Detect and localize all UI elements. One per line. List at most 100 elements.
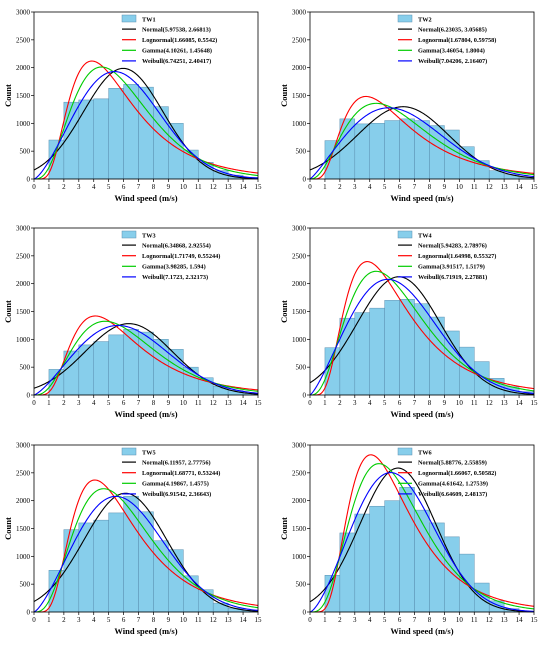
y-tick-label: 0 xyxy=(27,176,31,184)
legend-swatch-bars xyxy=(121,447,137,456)
x-tick-label: 2 xyxy=(338,616,342,624)
y-tick-label: 2000 xyxy=(292,497,307,505)
y-tick-label: 1500 xyxy=(16,525,31,533)
legend: TW2 Normal(6.23035, 3.05685) Lognormal(1.6… xyxy=(397,14,496,65)
legend-label-weibull: Weibull(6.71919, 2.27881) xyxy=(418,274,487,281)
x-tick-label: 10 xyxy=(456,183,464,191)
legend-label-weibull: Weibull(7.04206, 2.16407) xyxy=(418,58,487,65)
legend-label-normal: Normal(6.23035, 3.05685) xyxy=(418,26,487,33)
x-tick-label: 9 xyxy=(443,399,447,407)
x-tick-label: 2 xyxy=(338,183,342,191)
histogram-bar xyxy=(369,123,385,180)
x-tick-label: 4 xyxy=(92,399,96,407)
x-tick-label: 3 xyxy=(77,616,81,624)
fit-curves xyxy=(33,479,259,613)
x-tick-label: 13 xyxy=(501,399,509,407)
x-tick-label: 8 xyxy=(152,399,156,407)
legend-label-gamma: Gamma(4.10261, 1.45648) xyxy=(142,48,212,55)
x-tick-label: 2 xyxy=(62,183,66,191)
fit-curve-weibull xyxy=(309,107,535,180)
x-tick-label: 1 xyxy=(323,616,327,624)
x-tick-label: 11 xyxy=(471,616,478,624)
x-tick-label: 15 xyxy=(531,399,539,407)
x-tick-label: 0 xyxy=(32,399,36,407)
x-tick-label: 3 xyxy=(77,183,81,191)
x-tick-label: 14 xyxy=(240,183,248,191)
x-tick-label: 2 xyxy=(62,399,66,407)
histogram-bar xyxy=(78,99,94,180)
x-tick-label: 5 xyxy=(383,616,387,624)
fit-curve-lognormal xyxy=(310,454,535,613)
histogram-bar xyxy=(63,350,80,396)
y-tick-label: 0 xyxy=(27,392,31,400)
y-tick-label: 0 xyxy=(27,609,31,617)
legend-label-gamma: Gamma(3.98285, 1.594) xyxy=(142,264,206,271)
histogram-bars xyxy=(48,329,259,396)
x-tick-label: 12 xyxy=(486,183,494,191)
y-axis-label: Count xyxy=(279,517,289,540)
histogram-bars xyxy=(324,118,535,180)
x-tick-label: 1 xyxy=(47,399,51,407)
y-tick-label: 3000 xyxy=(292,225,307,233)
y-tick-label: 2500 xyxy=(292,36,307,44)
fit-curve-gamma xyxy=(33,66,259,180)
x-tick-label: 11 xyxy=(471,183,478,191)
fit-curve-normal xyxy=(33,67,259,180)
histogram-bar xyxy=(153,339,169,396)
chart-panel-3: 0 1 2 3 4 5 6 7 8 9 10 11 12 13 14 15050010001500200025… xyxy=(3,225,262,420)
legend-label-normal: Normal(6.34868, 2.92554) xyxy=(142,242,211,249)
x-tick-label: 6 xyxy=(398,183,402,191)
histogram-bar xyxy=(138,331,154,396)
x-tick-label: 12 xyxy=(210,616,218,624)
chart-panel-4: 0 1 2 3 4 5 6 7 8 9 10 11 12 13 14 15050010001500200025… xyxy=(279,225,539,420)
histogram-bar xyxy=(429,522,445,613)
x-tick-label: 10 xyxy=(180,183,188,191)
y-tick-label: 1500 xyxy=(16,92,31,100)
y-tick-label: 2500 xyxy=(16,469,31,477)
y-tick-label: 1500 xyxy=(16,308,31,316)
fit-curve-normal xyxy=(33,492,259,612)
y-tick-label: 3000 xyxy=(16,225,31,233)
histogram-bar xyxy=(93,341,109,396)
y-tick-label: 3000 xyxy=(16,9,31,17)
y-tick-label: 2000 xyxy=(16,280,31,288)
x-tick-label: 7 xyxy=(137,399,141,407)
fit-curve-normal xyxy=(309,276,535,395)
y-axis-label: Count xyxy=(279,84,289,107)
legend-swatch-bars xyxy=(397,447,413,456)
y-tick-label: 2000 xyxy=(292,280,307,288)
x-tick-label: 10 xyxy=(180,399,188,407)
y-tick-label: 500 xyxy=(296,581,307,589)
x-tick-label: 11 xyxy=(195,616,202,624)
y-tick-label: 0 xyxy=(303,176,307,184)
fit-curve-weibull xyxy=(309,472,535,613)
legend-label-weibull: Weibull(6.74251, 2.40417) xyxy=(142,58,211,65)
y-axis-label: Count xyxy=(3,84,13,107)
x-tick-label: 0 xyxy=(308,616,312,624)
x-tick-label: 4 xyxy=(368,616,372,624)
legend-label-lognormal: Lognormal(1.64998, 0.55327) xyxy=(418,253,496,260)
x-tick-label: 0 xyxy=(32,616,36,624)
histogram-bar xyxy=(414,303,430,396)
legend: TW3 Normal(6.34868, 2.92554) Lognormal(1.7… xyxy=(121,230,220,281)
histogram-bar xyxy=(354,123,370,180)
y-tick-label: 1000 xyxy=(16,553,31,561)
x-tick-label: 12 xyxy=(486,399,494,407)
fit-curve-lognormal xyxy=(310,261,535,396)
x-tick-label: 10 xyxy=(456,399,464,407)
x-tick-label: 4 xyxy=(368,183,372,191)
histogram-bar xyxy=(93,98,109,180)
y-tick-label: 3000 xyxy=(16,442,31,450)
fit-curve-weibull xyxy=(309,278,535,396)
x-tick-label: 1 xyxy=(323,399,327,407)
legend-label-lognormal: Lognormal(1.68771, 0.53244) xyxy=(142,470,220,477)
legend-label-lognormal: Lognormal(1.66085, 0.5542) xyxy=(142,37,217,44)
histogram-bar xyxy=(384,500,400,613)
x-tick-label: 14 xyxy=(516,616,524,624)
fit-curve-gamma xyxy=(310,463,535,613)
histogram-bar xyxy=(324,140,341,180)
x-tick-label: 2 xyxy=(338,399,342,407)
x-tick-label: 4 xyxy=(92,616,96,624)
x-tick-label: 15 xyxy=(531,616,539,624)
histogram-bar xyxy=(354,312,370,396)
